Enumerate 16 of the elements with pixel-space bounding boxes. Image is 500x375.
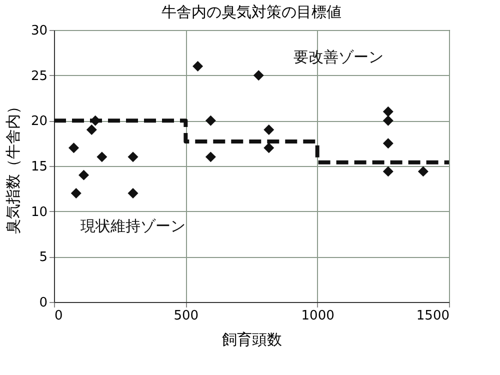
x-tick-label: 500	[174, 308, 199, 324]
annotation: 要改善ゾーン	[293, 48, 384, 66]
y-tick-label: 25	[30, 68, 48, 84]
y-tick-label: 0	[39, 296, 48, 310]
x-axis-title: 飼育頭数	[222, 330, 282, 348]
chart-title: 牛舎内の臭気対策の目標値	[162, 3, 342, 21]
x-tick-label: 1000	[301, 308, 334, 324]
x-tick-label: 1500	[416, 308, 450, 324]
y-tick-label: 20	[30, 114, 48, 130]
y-axis-title: 臭気指数（牛舎内）	[4, 99, 22, 234]
y-tick-label: 10	[30, 204, 48, 220]
y-tick-label: 5	[39, 250, 48, 266]
y-tick-label: 15	[30, 160, 48, 174]
y-tick-label: 30	[30, 24, 48, 38]
x-tick-label: 0	[54, 308, 63, 324]
annotation: 現状維持ゾーン	[80, 216, 186, 235]
